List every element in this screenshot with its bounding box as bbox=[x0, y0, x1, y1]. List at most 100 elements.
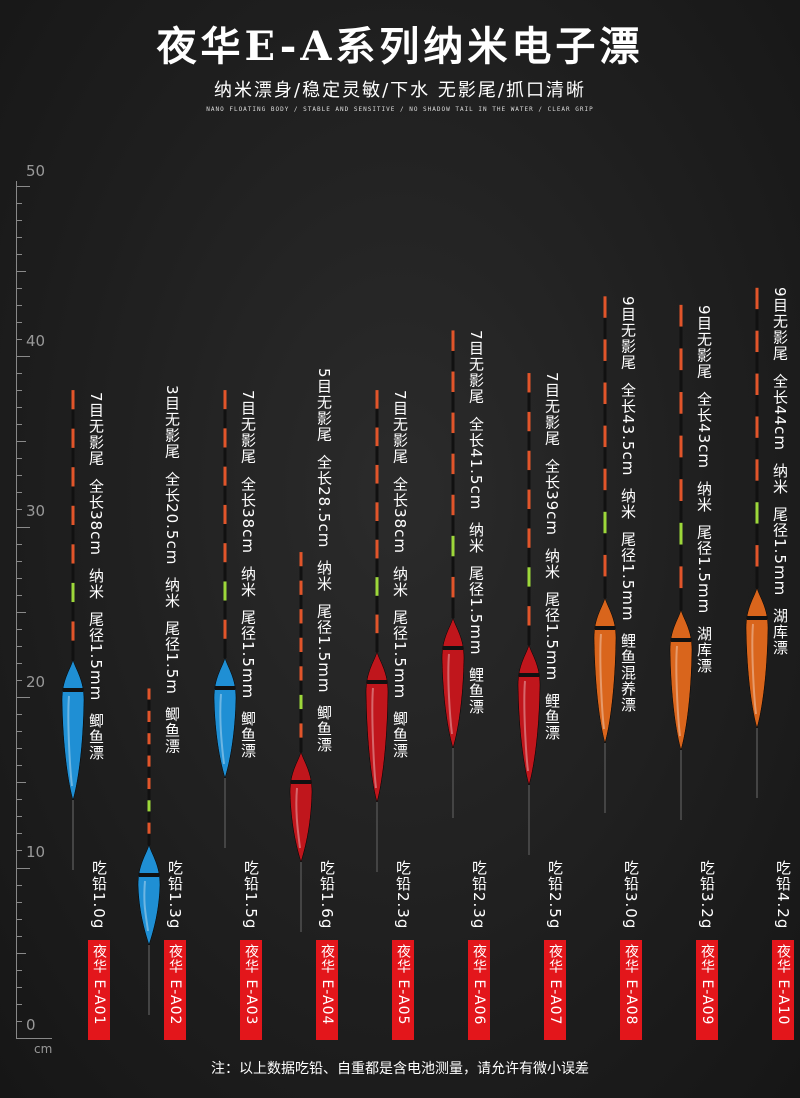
float-lead-weight: 吃铅3.0g bbox=[622, 860, 640, 930]
float-model-tag: 夜华 E-A02 bbox=[164, 940, 186, 1040]
float-spec: 7目无影尾 全长39cm 纳米 尾径1.5mm 鲤鱼漂 bbox=[543, 372, 561, 741]
tail-segment bbox=[71, 505, 75, 526]
tail-segment bbox=[679, 479, 683, 502]
ruler-tick bbox=[16, 952, 26, 954]
float-body-band bbox=[367, 680, 387, 684]
ruler-tick bbox=[16, 560, 22, 562]
tail-segment bbox=[603, 360, 607, 383]
tail-segment bbox=[527, 411, 531, 432]
ruler-tick bbox=[16, 202, 22, 204]
tail-segment bbox=[299, 566, 303, 581]
float-body bbox=[441, 617, 465, 749]
tail-segment bbox=[527, 547, 531, 568]
float-item: 7目无影尾 全长41.5cm 纳米 尾径1.5mm 鲤鱼漂 吃铅2.3g 夜华 E-… bbox=[428, 0, 508, 1098]
float-lead-weight: 吃铅2.5g bbox=[546, 860, 564, 930]
float-drawing bbox=[745, 287, 769, 798]
tail-segment bbox=[603, 296, 607, 318]
ruler-label-0: 0 bbox=[26, 1016, 36, 1034]
tail-segment bbox=[755, 287, 759, 310]
tail-segment bbox=[223, 390, 227, 410]
float-drawing bbox=[441, 330, 465, 818]
ruler-tick bbox=[16, 1003, 22, 1005]
tail-segment bbox=[223, 447, 227, 467]
tail-segment bbox=[223, 485, 227, 505]
tail-segment bbox=[147, 800, 151, 812]
ruler-tick bbox=[16, 526, 30, 528]
tail-segment bbox=[375, 558, 379, 578]
ruler-tick bbox=[16, 236, 22, 238]
tail-segment bbox=[299, 652, 303, 667]
float-lead-weight: 吃铅2.3g bbox=[394, 860, 412, 930]
tail-segment bbox=[451, 350, 455, 372]
float-lead-weight: 吃铅1.0g bbox=[90, 860, 108, 930]
ruler-tick bbox=[16, 356, 30, 357]
tail-segment bbox=[451, 494, 455, 516]
tail-segment bbox=[223, 638, 227, 658]
tail-segment bbox=[223, 466, 227, 486]
ruler-tick bbox=[16, 850, 22, 852]
tail-segment bbox=[755, 437, 759, 460]
page-title: 夜华E-A系列纳米电子漂 bbox=[156, 23, 644, 70]
float-body bbox=[137, 844, 161, 946]
tail-segment bbox=[299, 737, 303, 752]
tail-segment bbox=[375, 521, 379, 540]
tail-segment bbox=[71, 467, 75, 487]
tail-segment bbox=[527, 450, 531, 471]
float-body-shine bbox=[219, 693, 225, 765]
tail-segment bbox=[147, 710, 151, 723]
ruler-label-50: 50 bbox=[26, 162, 46, 180]
ruler-tick bbox=[16, 321, 22, 323]
float-body-band bbox=[291, 780, 311, 784]
ruler-tick bbox=[16, 662, 22, 664]
ruler-tick bbox=[16, 1020, 22, 1022]
tail-segment bbox=[71, 525, 75, 545]
tail-segment bbox=[603, 576, 607, 598]
tail-segment bbox=[147, 766, 151, 778]
tail-segment bbox=[71, 621, 75, 641]
tail-segment bbox=[147, 811, 151, 823]
float-body-band bbox=[443, 646, 463, 650]
tail-segment bbox=[527, 567, 531, 587]
tail-segment bbox=[755, 352, 759, 374]
ruler-tick bbox=[16, 458, 22, 460]
ruler-tick bbox=[16, 424, 22, 426]
float-drawing bbox=[137, 688, 161, 1015]
tail-segment bbox=[299, 723, 303, 738]
tail-segment bbox=[679, 566, 683, 589]
float-spec: 7目无影尾 全长41.5cm 纳米 尾径1.5mm 鲤鱼漂 bbox=[467, 330, 485, 716]
float-body-shine bbox=[599, 633, 605, 730]
float-model-tag: 夜华 E-A09 bbox=[696, 940, 718, 1040]
float-body bbox=[61, 659, 85, 801]
ruler-label-10: 10 bbox=[26, 843, 46, 861]
tail-segment bbox=[451, 535, 455, 557]
tail-segment bbox=[299, 694, 303, 710]
ruler-tick bbox=[16, 714, 22, 716]
float-model-tag: 夜华 E-A06 bbox=[468, 940, 490, 1040]
tail-segment bbox=[147, 822, 151, 834]
tail-segment bbox=[603, 511, 607, 534]
tail-segment bbox=[527, 528, 531, 548]
float-spec: 3目无影尾 全长20.5cm 纳米 尾径1.5m 鲫鱼漂 bbox=[163, 385, 181, 755]
tail-segment bbox=[451, 412, 455, 434]
float-spec: 9目无影尾 全长43cm 纳米 尾径1.5mm 湖库漂 bbox=[695, 305, 713, 674]
tail-segment bbox=[147, 744, 151, 756]
tail-segment bbox=[375, 464, 379, 484]
tail-segment bbox=[755, 523, 759, 546]
tail-segment bbox=[679, 435, 683, 458]
ruler-tick bbox=[16, 219, 22, 221]
tail-segment bbox=[375, 595, 379, 615]
float-spec: 9目无影尾 全长44cm 纳米 尾径1.5mm 湖库漂 bbox=[771, 287, 789, 656]
tail-segment bbox=[71, 428, 75, 448]
tail-segment bbox=[527, 509, 531, 529]
tail-segment bbox=[375, 577, 379, 596]
ruler-tick bbox=[16, 628, 22, 630]
ruler-tick bbox=[16, 407, 22, 409]
float-model-tag: 夜华 E-A08 bbox=[620, 940, 642, 1040]
tail-segment bbox=[755, 459, 759, 481]
ruler-tick bbox=[16, 782, 26, 784]
float-drawing bbox=[669, 304, 693, 820]
float-spec: 7目无影尾 全长38cm 纳米 尾径1.5mm 鲫鱼漂 bbox=[87, 392, 105, 761]
tail-segment bbox=[71, 409, 75, 429]
float-item: 7目无影尾 全长38cm 纳米 尾径1.5mm 鲫鱼漂 吃铅1.0g 夜华 E-A0… bbox=[48, 0, 128, 1098]
tail-segment bbox=[451, 371, 455, 393]
